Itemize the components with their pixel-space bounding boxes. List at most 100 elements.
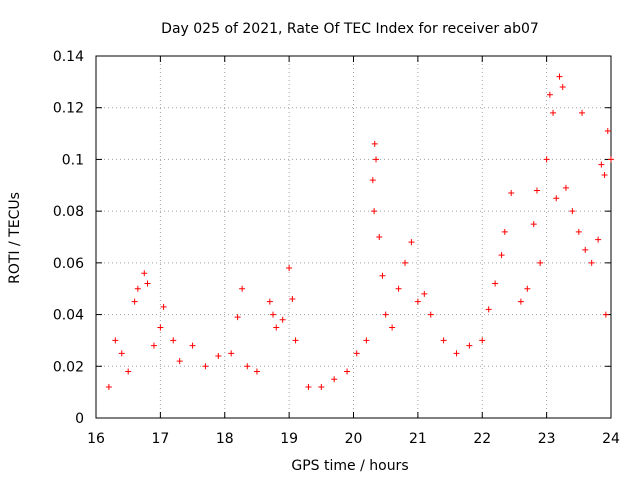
data-point (569, 208, 576, 215)
data-point (604, 127, 611, 134)
tick-layer (95, 55, 612, 419)
data-point (479, 337, 486, 344)
data-point (289, 296, 296, 303)
data-point (501, 228, 508, 235)
data-point (253, 368, 260, 375)
x-tick-label: 24 (602, 431, 620, 447)
data-points (105, 73, 614, 390)
data-point (371, 208, 378, 215)
x-tick-label: 23 (538, 431, 556, 447)
data-point (141, 270, 148, 277)
x-tick-label: 22 (473, 431, 491, 447)
data-point (239, 285, 246, 292)
x-tick-labels: 16 17 18 19 20 21 22 23 24 (87, 431, 620, 447)
data-point (228, 350, 235, 357)
data-point (546, 91, 553, 98)
data-point (537, 259, 544, 266)
data-point (150, 342, 157, 349)
data-point (440, 337, 447, 344)
data-point (598, 161, 605, 168)
data-point (160, 303, 167, 310)
data-point (492, 280, 499, 287)
x-tick-label: 16 (87, 431, 105, 447)
data-point (344, 368, 351, 375)
data-point (601, 171, 608, 178)
data-point (363, 337, 370, 344)
x-tick-label: 19 (280, 431, 298, 447)
data-point (453, 350, 460, 357)
data-point (595, 236, 602, 243)
chart-title: Day 025 of 2021, Rate Of TEC Index for r… (161, 21, 539, 37)
data-point (408, 239, 415, 246)
data-point (550, 109, 557, 116)
data-point (575, 228, 582, 235)
data-point (105, 383, 112, 390)
data-point (305, 383, 312, 390)
y-tick-label: 0.04 (53, 308, 84, 324)
data-point (292, 337, 299, 344)
data-point (414, 298, 421, 305)
x-tick-label: 18 (216, 431, 234, 447)
y-tick-label: 0.08 (53, 204, 84, 220)
data-point (118, 350, 125, 357)
data-point (170, 337, 177, 344)
data-point (202, 363, 209, 370)
data-point (421, 290, 428, 297)
x-tick-label: 20 (345, 431, 363, 447)
data-point (318, 383, 325, 390)
data-point (530, 221, 537, 228)
data-point (517, 298, 524, 305)
data-point (273, 324, 280, 331)
y-tick-label: 0.12 (53, 101, 84, 117)
data-point (485, 306, 492, 313)
data-point (244, 363, 251, 370)
data-point (234, 314, 241, 321)
data-point (369, 177, 376, 184)
data-point (533, 187, 540, 194)
data-point (112, 337, 119, 344)
data-point (376, 234, 383, 240)
data-point (144, 280, 151, 287)
grid-layer (96, 56, 611, 418)
data-point (215, 352, 222, 359)
data-point (524, 285, 531, 292)
data-point (498, 252, 505, 259)
data-point (379, 272, 386, 279)
data-point (395, 285, 402, 292)
y-tick-label: 0 (75, 411, 84, 427)
data-point (466, 342, 473, 349)
data-point (553, 195, 560, 202)
data-point (543, 156, 550, 163)
data-point (427, 311, 434, 318)
data-point (562, 184, 569, 191)
data-point (286, 265, 293, 272)
y-tick-label: 0.02 (53, 359, 84, 375)
y-tick-label: 0.06 (53, 256, 84, 272)
data-point (157, 324, 164, 331)
data-point (353, 350, 360, 357)
data-point (389, 324, 396, 331)
data-point (373, 156, 380, 163)
x-tick-label: 17 (151, 431, 169, 447)
x-tick-label: 21 (409, 431, 427, 447)
data-point (331, 376, 338, 383)
data-point (588, 259, 595, 266)
y-axis-label: ROTI / TECUs (7, 192, 23, 284)
data-point (176, 358, 183, 365)
data-point (131, 298, 138, 305)
data-point (134, 285, 141, 292)
data-point (371, 140, 378, 147)
data-point (602, 311, 609, 318)
y-tick-label: 0.1 (62, 152, 84, 168)
data-point (125, 368, 132, 375)
y-tick-labels: 0 0.02 0.04 0.06 0.08 0.1 0.12 0.14 (53, 49, 84, 427)
x-axis-label: GPS time / hours (291, 458, 408, 474)
data-point (608, 156, 614, 163)
data-point (582, 246, 589, 253)
data-point (579, 109, 586, 116)
data-point (402, 259, 408, 266)
data-point (559, 84, 566, 91)
data-point (508, 190, 515, 197)
data-point (556, 73, 563, 80)
